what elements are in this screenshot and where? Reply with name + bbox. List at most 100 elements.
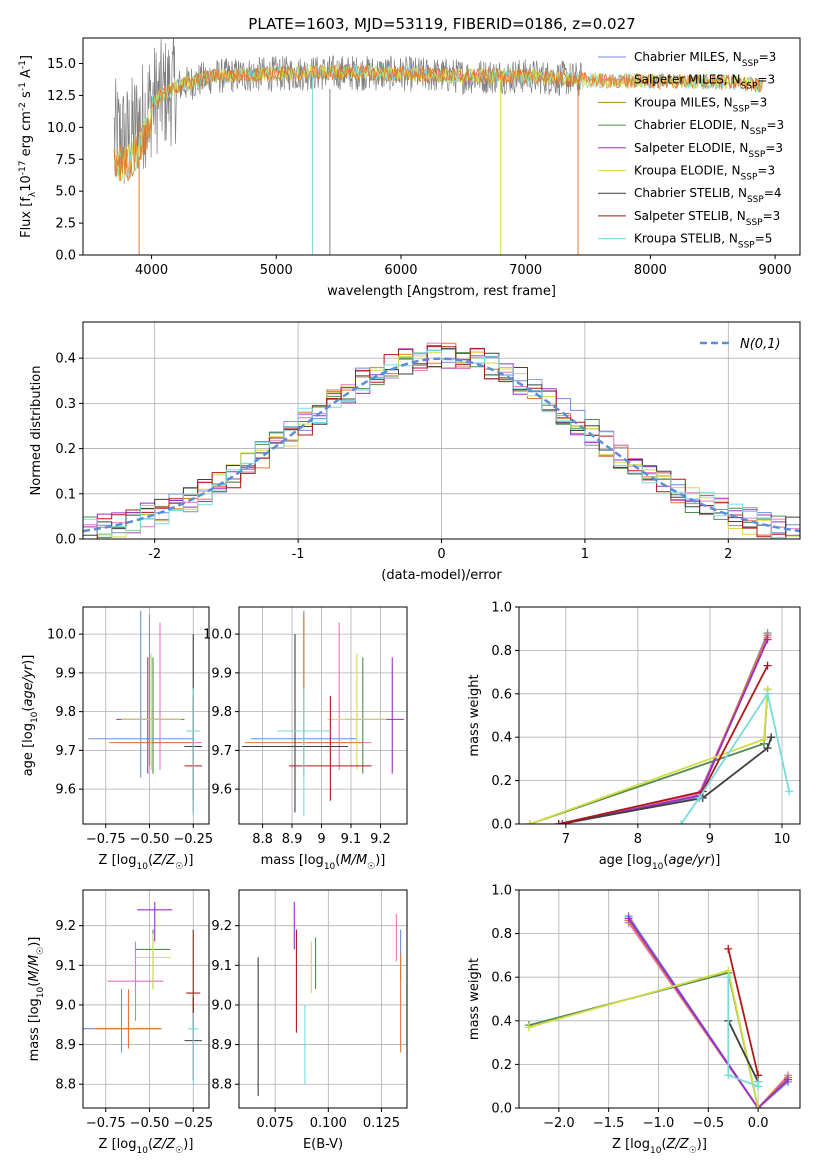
weight-marker bbox=[525, 820, 534, 824]
weight-series bbox=[727, 1020, 759, 1083]
errorbar-point bbox=[118, 622, 202, 770]
y-tick-label: 9.6 bbox=[55, 783, 76, 798]
y-tick-label: 12.5 bbox=[47, 89, 76, 104]
y-tick-label: 0.0 bbox=[491, 818, 512, 833]
y-tick-label: 9.0 bbox=[55, 998, 76, 1013]
y-tick-label: 10.0 bbox=[47, 628, 76, 643]
legend-tail: =5 bbox=[755, 232, 773, 246]
weight-series bbox=[562, 632, 769, 824]
x-tick-label: 8000 bbox=[634, 263, 667, 278]
x-tick-label: −1.0 bbox=[643, 1116, 675, 1131]
errorbar-point bbox=[83, 989, 160, 1053]
weight-series bbox=[627, 917, 789, 1108]
label-part: λ bbox=[28, 191, 38, 197]
x-tick-label: −1.5 bbox=[593, 1116, 625, 1131]
axes-mass-vs-Z: −0.75 −0.50 −0.258.88.99.09.19.2Z [log10(Z… bbox=[27, 889, 213, 1156]
label-part: 10 bbox=[19, 175, 34, 192]
plot-area bbox=[241, 610, 405, 817]
legend-sub: SSP bbox=[741, 173, 758, 183]
errorbar-point bbox=[121, 657, 185, 774]
x-tick-label: 9 bbox=[706, 832, 714, 847]
weight-marker bbox=[724, 1071, 733, 1080]
y-tick-label: 1.0 bbox=[491, 884, 512, 899]
y-axis-label: Flux [fλ10-17 erg cm-2 s-1 A-1] bbox=[18, 55, 38, 238]
legend-tail: =3 bbox=[763, 209, 781, 223]
errorbar-point bbox=[116, 657, 180, 774]
y-tick-label: 0.4 bbox=[491, 1014, 512, 1029]
errorbar-point bbox=[277, 688, 331, 817]
y-tick-label: 0.4 bbox=[55, 352, 76, 367]
axes-frame bbox=[82, 606, 210, 825]
axes-spectrum: 4000 5000 6000 7000 8000 9000 0.0 2.5 5.0 7.5 10.0… bbox=[18, 37, 801, 299]
legend-sub: SSP bbox=[750, 127, 767, 137]
errorbar-point bbox=[380, 657, 405, 774]
y-tick-label: 1.0 bbox=[491, 601, 512, 616]
weight-marker bbox=[763, 744, 772, 753]
weight-marker bbox=[724, 944, 733, 953]
x-axis-label: mass [log10(M/M☉)] bbox=[261, 853, 386, 872]
y-tick-label: 9.8 bbox=[211, 705, 232, 720]
legend-sub: SSP bbox=[746, 218, 763, 228]
legend-tail: =3 bbox=[765, 141, 783, 155]
y-tick-label: 0.4 bbox=[491, 731, 512, 746]
x-tick-label: 8.8 bbox=[252, 832, 273, 847]
legend-name: Chabrier STELIB, N bbox=[634, 186, 747, 200]
legend-sub: SSP bbox=[733, 104, 750, 114]
x-tick-label: 9.2 bbox=[370, 832, 391, 847]
label-part: ☉ bbox=[689, 1146, 697, 1156]
weight-marker bbox=[763, 689, 772, 698]
axes-frame bbox=[518, 606, 801, 825]
legend-sub: SSP bbox=[747, 195, 764, 205]
y-tick-label: 0.8 bbox=[491, 927, 512, 942]
legend-tail: =4 bbox=[764, 186, 782, 200]
y-tick-label: 9.7 bbox=[55, 744, 76, 759]
errorbar-point bbox=[137, 901, 173, 942]
y-tick-label: 8.9 bbox=[211, 1038, 232, 1053]
legend-tail: =3 bbox=[757, 73, 775, 87]
plot-area bbox=[83, 342, 800, 539]
label-part: ( bbox=[335, 853, 340, 868]
y-axis-label: mass weight bbox=[467, 674, 482, 756]
x-axis-label: Z [log10(Z/Z☉)] bbox=[99, 1137, 194, 1156]
y-tick-label: 7.5 bbox=[55, 153, 76, 168]
legend-name: Salpeter ELODIE, N bbox=[634, 141, 748, 155]
weight-series bbox=[558, 665, 769, 824]
y-tick-label: 0.8 bbox=[491, 644, 512, 659]
weight-series bbox=[528, 971, 759, 1108]
errorbar-point bbox=[327, 653, 387, 770]
plot-area bbox=[113, 38, 763, 255]
axes-frame bbox=[238, 606, 408, 825]
plots-layer: 4000 5000 6000 7000 8000 90000.02.55.07.510.0… bbox=[18, 37, 801, 1156]
x-tick-label: 0.0 bbox=[748, 1116, 769, 1131]
plot-area bbox=[88, 610, 202, 817]
label-part: ( bbox=[661, 1137, 666, 1152]
y-tick-label: 9.7 bbox=[211, 744, 232, 759]
axes-age-vs-Z: −0.75 −0.50 −0.259.69.79.89.910.0Z [log10(… bbox=[21, 606, 213, 872]
y-tick-label: 10.0 bbox=[203, 628, 232, 643]
label-part: age [log bbox=[21, 723, 36, 776]
label-part: 10 bbox=[136, 862, 148, 872]
legend-name: Chabrier MILES, N bbox=[634, 50, 742, 64]
x-tick-label: 7000 bbox=[509, 263, 542, 278]
errorbar-point bbox=[107, 941, 164, 1021]
legend-entry: Kroupa ELODIE, NSSP=3 bbox=[634, 164, 775, 183]
x-tick-label: -2 bbox=[148, 547, 161, 562]
histogram-series bbox=[83, 350, 800, 539]
label-part: -17 bbox=[18, 161, 28, 176]
label-part: ( bbox=[148, 1137, 153, 1152]
y-tick-label: 9.0 bbox=[211, 998, 232, 1013]
legend-entry: Kroupa STELIB, NSSP=5 bbox=[634, 232, 772, 251]
legend-sub: SSP bbox=[742, 59, 759, 69]
label-part: -2 bbox=[18, 102, 28, 111]
label-part: ☉ bbox=[175, 862, 183, 872]
weight-marker bbox=[785, 787, 794, 796]
x-axis-label: E(B-V) bbox=[303, 1137, 343, 1152]
legend-tail: =3 bbox=[759, 50, 777, 64]
label-part: M/M bbox=[27, 955, 42, 982]
y-tick-label: 9.8 bbox=[55, 705, 76, 720]
x-tick-label: 0.100 bbox=[310, 1116, 347, 1131]
y-tick-label: 9.9 bbox=[55, 666, 76, 681]
plot-area bbox=[525, 629, 794, 824]
observed-spectrum bbox=[113, 38, 582, 184]
